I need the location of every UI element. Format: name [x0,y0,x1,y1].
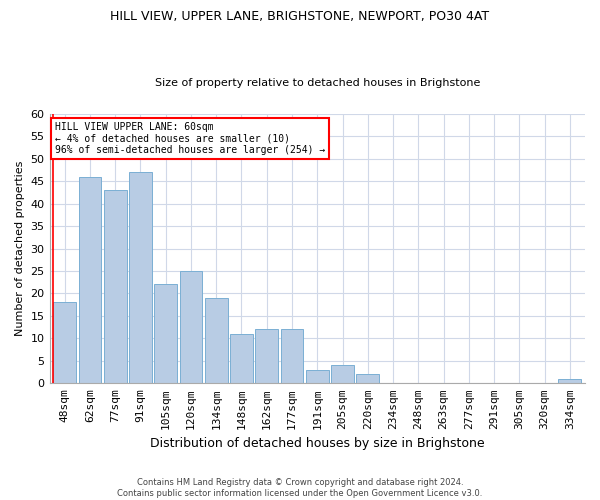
Bar [281,330,304,384]
Bar [104,190,127,384]
Bar [306,370,329,384]
Bar [129,172,152,384]
Text: Contains HM Land Registry data © Crown copyright and database right 2024.
Contai: Contains HM Land Registry data © Crown c… [118,478,482,498]
Bar [179,271,202,384]
Bar [256,330,278,384]
X-axis label: Distribution of detached houses by size in Brighstone: Distribution of detached houses by size … [150,437,485,450]
Bar [205,298,227,384]
Bar [53,302,76,384]
Y-axis label: Number of detached properties: Number of detached properties [15,161,25,336]
Bar [79,176,101,384]
Bar [356,374,379,384]
Bar [331,366,354,384]
Text: HILL VIEW UPPER LANE: 60sqm
← 4% of detached houses are smaller (10)
96% of semi: HILL VIEW UPPER LANE: 60sqm ← 4% of deta… [55,122,325,155]
Title: Size of property relative to detached houses in Brighstone: Size of property relative to detached ho… [155,78,480,88]
Bar [154,284,177,384]
Text: HILL VIEW, UPPER LANE, BRIGHSTONE, NEWPORT, PO30 4AT: HILL VIEW, UPPER LANE, BRIGHSTONE, NEWPO… [110,10,490,23]
Bar [559,379,581,384]
Bar [230,334,253,384]
